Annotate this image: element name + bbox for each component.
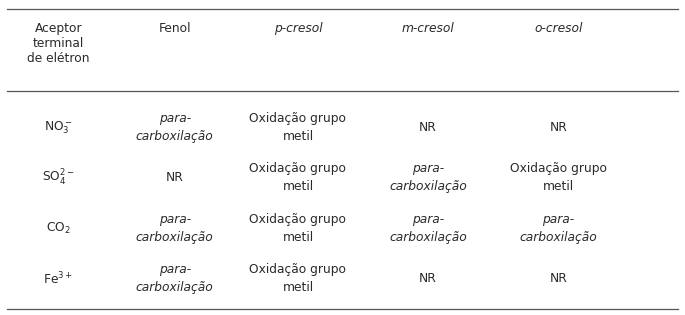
Text: NR: NR [166, 171, 184, 185]
Text: NR: NR [419, 121, 437, 134]
Text: para-
carboxilação: para- carboxilação [519, 213, 597, 244]
Text: $\mathrm{Fe^{3+}}$: $\mathrm{Fe^{3+}}$ [43, 271, 73, 287]
Text: $\mathrm{NO_3^-}$: $\mathrm{NO_3^-}$ [44, 119, 73, 136]
Text: NR: NR [549, 272, 567, 285]
Text: Oxidação grupo
metil: Oxidação grupo metil [249, 112, 347, 143]
Text: $\mathrm{SO_4^{2-}}$: $\mathrm{SO_4^{2-}}$ [42, 168, 75, 188]
Text: para-
carboxilação: para- carboxilação [389, 213, 467, 244]
Text: o-cresol: o-cresol [534, 22, 582, 35]
Text: para-
carboxilação: para- carboxilação [136, 263, 214, 294]
Text: Oxidação grupo
metil: Oxidação grupo metil [249, 163, 347, 193]
Text: NR: NR [419, 272, 437, 285]
Text: m-cresol: m-cresol [401, 22, 455, 35]
Text: Oxidação grupo
metil: Oxidação grupo metil [249, 213, 347, 244]
Text: para-
carboxilação: para- carboxilação [136, 213, 214, 244]
Text: NR: NR [549, 121, 567, 134]
Text: Fenol: Fenol [158, 22, 191, 35]
Text: p-cresol: p-cresol [274, 22, 322, 35]
Text: para-
carboxilação: para- carboxilação [136, 112, 214, 143]
Text: para-
carboxilação: para- carboxilação [389, 163, 467, 193]
Text: Oxidação grupo
metil: Oxidação grupo metil [510, 163, 607, 193]
Text: Oxidação grupo
metil: Oxidação grupo metil [249, 263, 347, 294]
Text: $\mathrm{CO_2}$: $\mathrm{CO_2}$ [46, 221, 71, 236]
Text: Aceptor
terminal
de elétron: Aceptor terminal de elétron [27, 22, 90, 65]
